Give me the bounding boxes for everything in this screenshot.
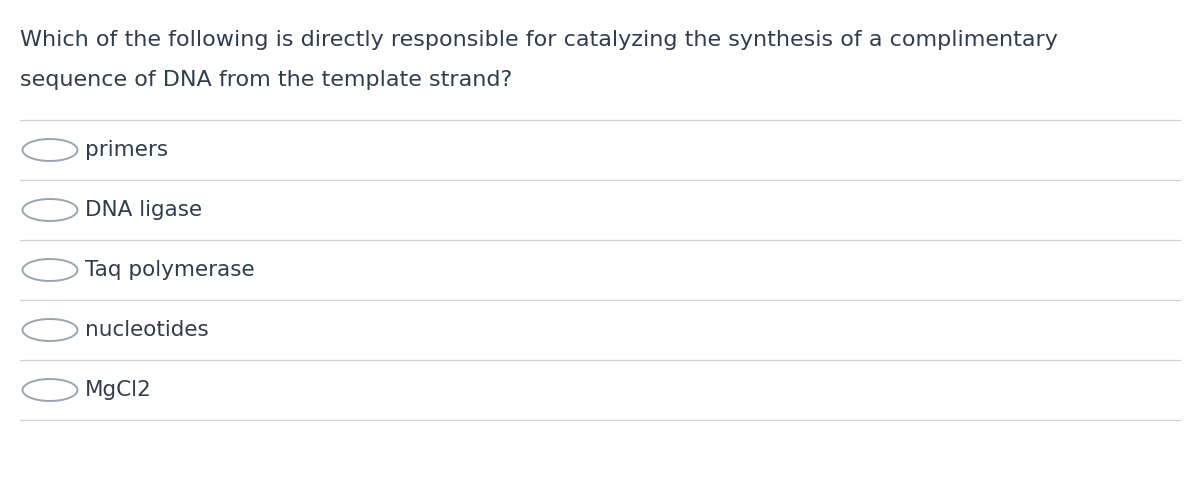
Text: DNA ligase: DNA ligase: [85, 200, 202, 220]
Text: Taq polymerase: Taq polymerase: [85, 260, 254, 280]
Text: nucleotides: nucleotides: [85, 320, 209, 340]
Text: Which of the following is directly responsible for catalyzing the synthesis of a: Which of the following is directly respo…: [20, 30, 1058, 50]
Text: sequence of DNA from the template strand?: sequence of DNA from the template strand…: [20, 70, 512, 90]
Text: primers: primers: [85, 140, 168, 160]
Text: MgCl2: MgCl2: [85, 380, 151, 400]
